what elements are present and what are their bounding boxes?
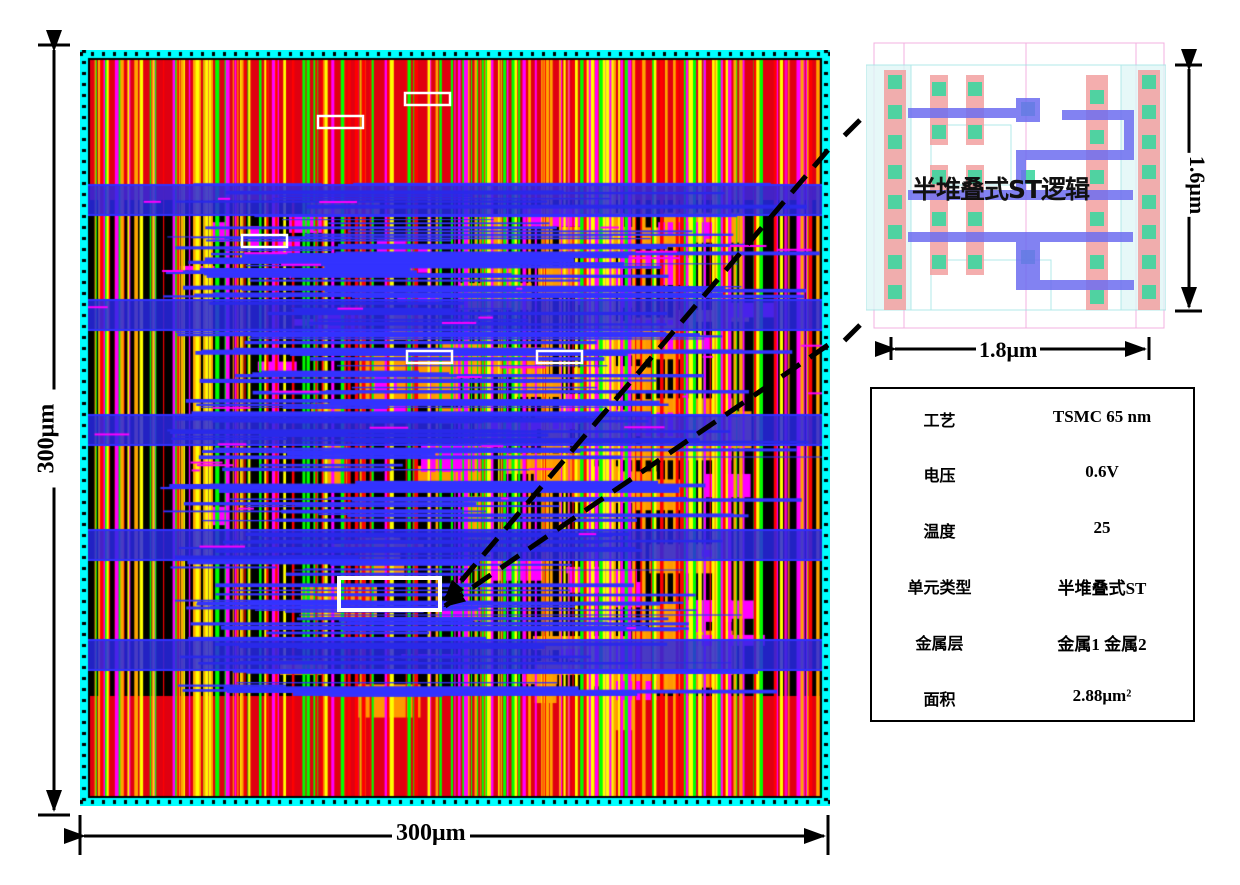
spec-row: 电压 0.6V xyxy=(872,462,1193,492)
highlighted-cells xyxy=(240,91,584,612)
spec-value: 2.88μm² xyxy=(1072,686,1132,705)
cell-layout-inset xyxy=(866,42,1166,329)
spec-key: 电压 xyxy=(923,466,956,485)
spec-value: 半堆叠式ST xyxy=(1057,579,1147,598)
spec-table: 工艺 TSMC 65 nm 电压 0.6V 温度 25 单元类型 半堆叠式ST 金属层金… xyxy=(870,387,1195,722)
spec-row: 工艺 TSMC 65 nm xyxy=(872,407,1193,437)
chip-height-label: 300μm xyxy=(33,389,61,488)
spec-value: 0.6V xyxy=(1085,462,1119,481)
inset-width-label: 1.8μm xyxy=(976,337,1041,363)
spec-row: 金属层 金属1 金属2 xyxy=(872,630,1193,660)
spec-key: 金属层 xyxy=(915,634,964,653)
spec-key: 单元类型 xyxy=(907,578,972,597)
spec-value: TSMC 65 nm xyxy=(1052,407,1152,426)
spec-key: 工艺 xyxy=(923,411,956,430)
selected-cell-box xyxy=(337,576,442,612)
spec-value: 金属1 金属2 xyxy=(1057,635,1147,654)
chip-width-label: 300μm xyxy=(392,820,470,847)
inset-height-label: 1.6μm xyxy=(1184,152,1211,218)
spec-row: 温度 25 xyxy=(872,518,1193,548)
spec-row: 面积 2.88μm² xyxy=(872,686,1193,716)
inset-title: 半堆叠式ST逻辑 xyxy=(912,175,1090,204)
spec-key: 温度 xyxy=(923,522,956,541)
zoom-callout-lines xyxy=(443,118,862,609)
spec-key: 面积 xyxy=(923,690,956,709)
spec-row: 单元类型 半堆叠式ST xyxy=(872,574,1193,604)
spec-value: 25 xyxy=(1093,518,1111,537)
